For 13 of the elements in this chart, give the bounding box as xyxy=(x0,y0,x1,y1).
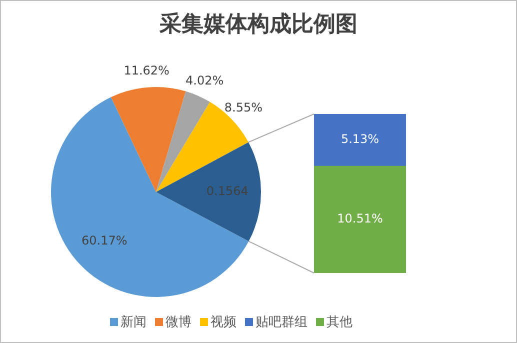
legend-label: 视频 xyxy=(210,315,236,330)
data-label: 4.02% xyxy=(186,73,224,88)
legend-label: 新闻 xyxy=(120,315,146,330)
chart-title: 采集媒体构成比例图 xyxy=(158,11,358,39)
data-label: 5.13% xyxy=(340,132,380,146)
data-label: 10.51% xyxy=(337,212,383,226)
data-label: 11.62% xyxy=(124,63,170,78)
data-label: 60.17% xyxy=(81,233,128,248)
data-label: 0.1564 xyxy=(206,184,248,198)
legend-label: 贴吧群组 xyxy=(254,315,308,330)
legend-label: 微博 xyxy=(164,315,192,330)
legend-label: 其他 xyxy=(326,315,352,330)
data-label: 8.55% xyxy=(224,100,263,115)
